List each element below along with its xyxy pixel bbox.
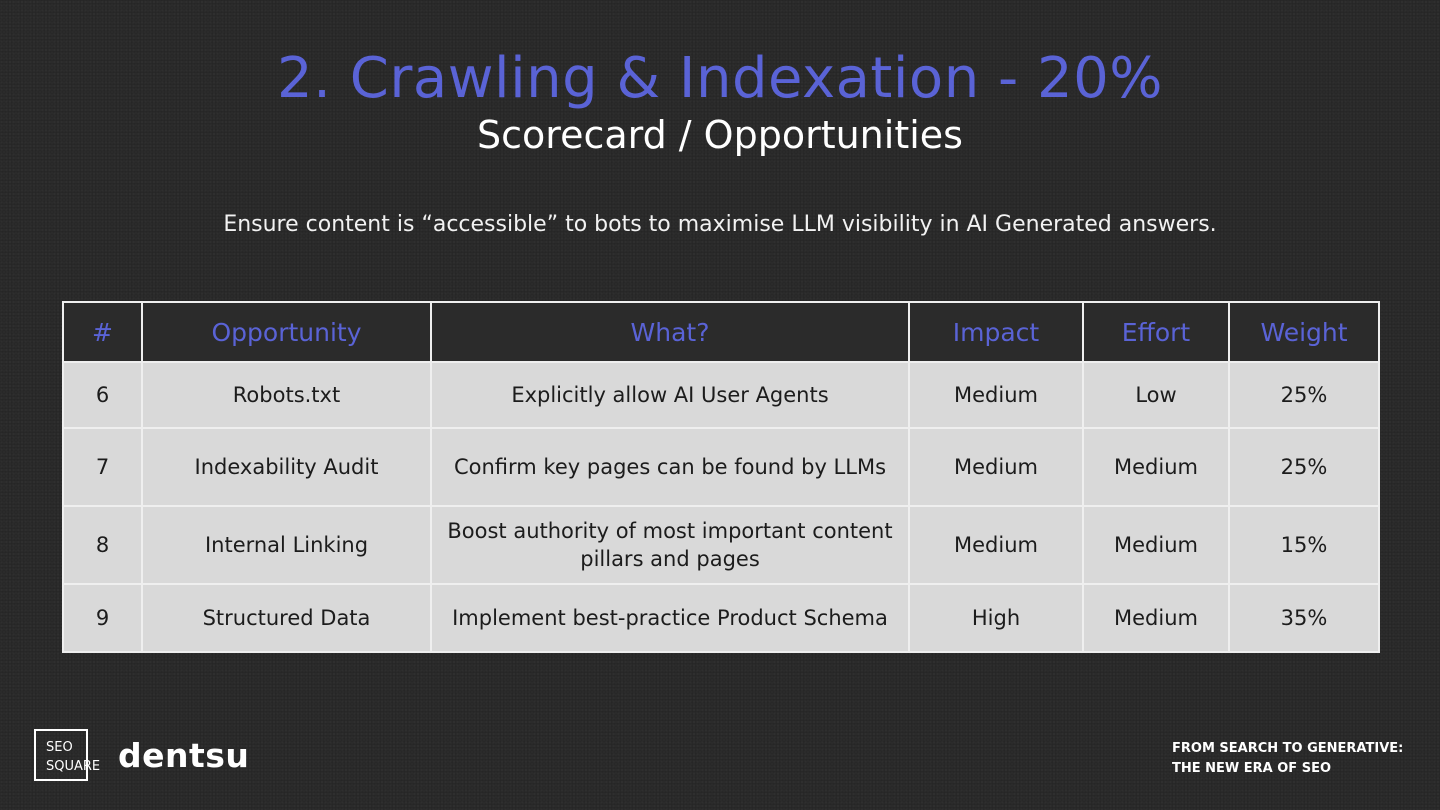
cell-impact: Medium <box>908 505 1084 585</box>
cell-number: 8 <box>62 505 143 585</box>
dentsu-logo: dentsu <box>118 736 250 775</box>
footer-tagline-line1: FROM SEARCH TO GENERATIVE: <box>1172 741 1404 756</box>
cell-weight: 25% <box>1228 427 1380 507</box>
cell-opportunity: Robots.txt <box>141 361 432 429</box>
logo-line-seo: SEO <box>46 740 73 755</box>
header-what: What? <box>430 301 910 363</box>
cell-what: Confirm key pages can be found by LLMs <box>430 427 910 507</box>
cell-number: 7 <box>62 427 143 507</box>
header-effort: Effort <box>1082 301 1230 363</box>
scorecard-table: # Opportunity What? Impact Effort Weight… <box>62 301 1380 653</box>
cell-impact: High <box>908 583 1084 653</box>
header-weight: Weight <box>1228 301 1380 363</box>
header-impact: Impact <box>908 301 1084 363</box>
cell-number: 6 <box>62 361 143 429</box>
cell-weight: 15% <box>1228 505 1380 585</box>
cell-what: Implement best-practice Product Schema <box>430 583 910 653</box>
cell-number: 9 <box>62 583 143 653</box>
cell-impact: Medium <box>908 361 1084 429</box>
footer-tagline-line2: THE NEW ERA OF SEO <box>1172 761 1332 776</box>
cell-opportunity: Structured Data <box>141 583 432 653</box>
cell-opportunity: Internal Linking <box>141 505 432 585</box>
table-row: 6 Robots.txt Explicitly allow AI User Ag… <box>62 361 1380 429</box>
header-opportunity: Opportunity <box>141 301 432 363</box>
table-header-row: # Opportunity What? Impact Effort Weight <box>62 301 1380 363</box>
table-row: 9 Structured Data Implement best-practic… <box>62 583 1380 653</box>
cell-effort: Medium <box>1082 505 1230 585</box>
cell-what: Boost authority of most important conten… <box>430 505 910 585</box>
table-row: 7 Indexability Audit Confirm key pages c… <box>62 427 1380 507</box>
table-row: 8 Internal Linking Boost authority of mo… <box>62 505 1380 585</box>
cell-what: Explicitly allow AI User Agents <box>430 361 910 429</box>
logo-line-square: SQUARE <box>46 759 101 774</box>
cell-impact: Medium <box>908 427 1084 507</box>
seo-square-logo: SEO SQUARE <box>34 729 101 781</box>
slide-title: 2. Crawling & Indexation - 20% <box>277 46 1163 111</box>
cell-effort: Medium <box>1082 427 1230 507</box>
footer-tagline: FROM SEARCH TO GENERATIVE: THE NEW ERA O… <box>1172 739 1422 779</box>
cell-weight: 35% <box>1228 583 1380 653</box>
header-number: # <box>62 301 143 363</box>
cell-effort: Medium <box>1082 583 1230 653</box>
cell-weight: 25% <box>1228 361 1380 429</box>
slide-subtitle: Scorecard / Opportunities <box>477 113 963 157</box>
cell-effort: Low <box>1082 361 1230 429</box>
slide-tagline: Ensure content is “accessible” to bots t… <box>223 212 1217 237</box>
cell-opportunity: Indexability Audit <box>141 427 432 507</box>
